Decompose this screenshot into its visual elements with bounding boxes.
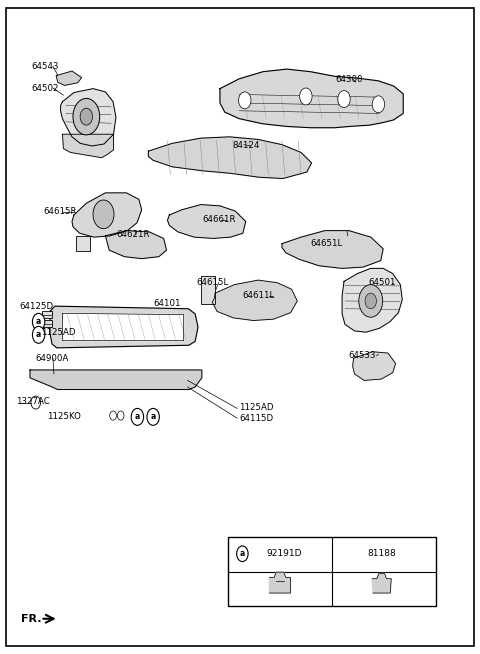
Text: 64615R: 64615R	[43, 207, 77, 216]
Circle shape	[93, 200, 114, 229]
Circle shape	[147, 408, 159, 425]
Text: 1327AC: 1327AC	[16, 397, 49, 405]
Text: 84124: 84124	[233, 141, 260, 150]
Text: 81188: 81188	[367, 549, 396, 559]
Text: 64502: 64502	[31, 84, 59, 92]
Polygon shape	[342, 268, 402, 332]
Text: 64101: 64101	[153, 299, 180, 308]
FancyBboxPatch shape	[42, 311, 52, 318]
Text: a: a	[151, 413, 156, 421]
Polygon shape	[56, 71, 82, 86]
Polygon shape	[353, 352, 396, 381]
Text: 64300: 64300	[336, 75, 363, 84]
Text: 64661R: 64661R	[203, 215, 236, 224]
Text: 64501: 64501	[369, 278, 396, 287]
Polygon shape	[212, 280, 297, 320]
Polygon shape	[168, 205, 246, 239]
Polygon shape	[30, 370, 202, 390]
Polygon shape	[372, 574, 391, 593]
Text: a: a	[36, 317, 41, 326]
Polygon shape	[60, 89, 116, 146]
Text: 1125AD: 1125AD	[40, 328, 75, 337]
Text: 64900A: 64900A	[36, 354, 69, 363]
Text: 64611L: 64611L	[242, 291, 275, 300]
FancyBboxPatch shape	[42, 320, 52, 327]
Polygon shape	[269, 572, 290, 593]
Text: 64615L: 64615L	[196, 278, 228, 287]
Text: 1125AD: 1125AD	[239, 404, 274, 412]
Circle shape	[131, 408, 144, 425]
Text: 64543: 64543	[31, 62, 59, 71]
Polygon shape	[106, 231, 167, 258]
Text: 64533: 64533	[349, 351, 376, 360]
FancyBboxPatch shape	[228, 538, 436, 606]
Polygon shape	[50, 306, 198, 348]
Text: 64651L: 64651L	[311, 239, 343, 248]
Text: a: a	[135, 413, 140, 421]
Text: 1125KO: 1125KO	[47, 413, 81, 421]
Text: a: a	[36, 330, 41, 339]
Polygon shape	[282, 231, 383, 268]
Circle shape	[31, 396, 40, 409]
Polygon shape	[62, 313, 184, 341]
Polygon shape	[148, 137, 312, 179]
FancyBboxPatch shape	[201, 276, 215, 303]
Text: 92191D: 92191D	[266, 549, 302, 559]
Circle shape	[359, 284, 383, 317]
Text: a: a	[240, 549, 245, 559]
Text: 64125D: 64125D	[20, 301, 54, 311]
Polygon shape	[220, 69, 403, 128]
Polygon shape	[62, 134, 114, 158]
Text: 64621R: 64621R	[116, 230, 149, 239]
Circle shape	[110, 411, 116, 420]
Circle shape	[239, 92, 251, 109]
Polygon shape	[72, 193, 142, 237]
Text: 64115D: 64115D	[239, 414, 273, 422]
Circle shape	[117, 411, 124, 420]
Circle shape	[33, 313, 45, 330]
Circle shape	[237, 546, 248, 562]
FancyBboxPatch shape	[76, 236, 90, 251]
Circle shape	[338, 91, 350, 107]
Circle shape	[365, 293, 376, 309]
Circle shape	[33, 326, 45, 343]
Circle shape	[372, 96, 384, 112]
Circle shape	[73, 98, 100, 135]
Text: FR.: FR.	[22, 613, 42, 624]
Circle shape	[300, 88, 312, 105]
Circle shape	[80, 108, 93, 125]
